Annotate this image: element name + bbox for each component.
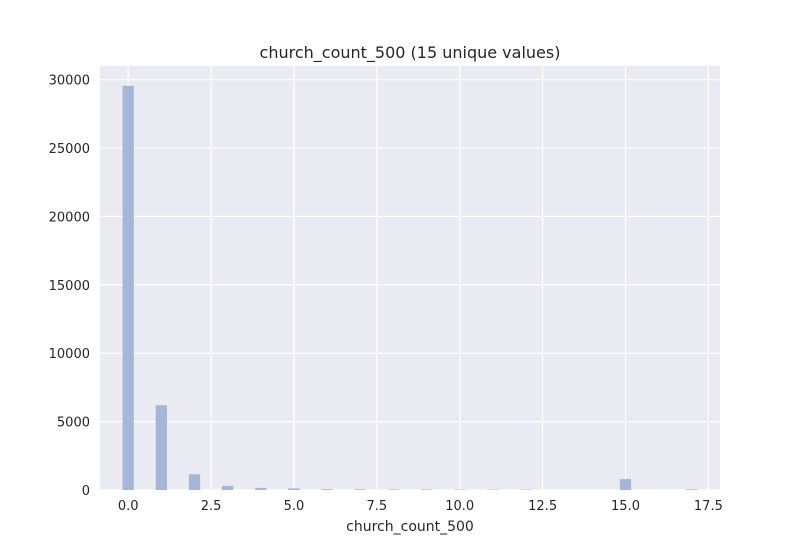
bar-13 (619, 479, 632, 490)
y-tick-label-1: 5000 (57, 416, 90, 431)
x-tick-label-6: 15.0 (611, 499, 640, 514)
bars (122, 85, 698, 490)
x-tick-label-3: 7.5 (367, 499, 388, 514)
x-axis-ticks: 0.0 2.5 5.0 7.5 10.0 12.5 15.0 17.5 (118, 499, 723, 514)
y-tick-label-6: 30000 (49, 74, 90, 89)
x-tick-label-4: 10.0 (445, 499, 474, 514)
grid-lines (100, 66, 720, 491)
x-tick-label-5: 12.5 (528, 499, 557, 514)
bar-5 (288, 488, 300, 490)
plot-area (100, 66, 720, 490)
bar-0 (122, 85, 134, 490)
bar-4 (255, 487, 267, 490)
x-tick-label-0: 0.0 (118, 499, 139, 514)
x-axis-title: church_count_500 (346, 519, 474, 535)
y-tick-label-2: 10000 (49, 347, 90, 362)
x-tick-label-7: 17.5 (694, 499, 723, 514)
bar-6 (321, 489, 333, 490)
y-axis-ticks: 0 5000 10000 15000 20000 25000 30000 (49, 74, 90, 499)
y-tick-label-0: 0 (82, 484, 90, 499)
bar-1 (155, 405, 167, 490)
bar-9 (420, 489, 433, 490)
chart-title: church_count_500 (15 unique values) (260, 43, 561, 63)
bar-3 (222, 485, 234, 490)
y-tick-label-3: 15000 (49, 279, 90, 294)
bar-7 (354, 489, 366, 490)
y-tick-label-5: 25000 (49, 142, 90, 157)
x-tick-label-1: 2.5 (201, 499, 222, 514)
bar-8 (387, 489, 400, 490)
bar-2 (188, 474, 201, 490)
y-tick-label-4: 20000 (49, 210, 90, 225)
bar-14 (686, 489, 698, 490)
x-tick-label-2: 5.0 (284, 499, 305, 514)
